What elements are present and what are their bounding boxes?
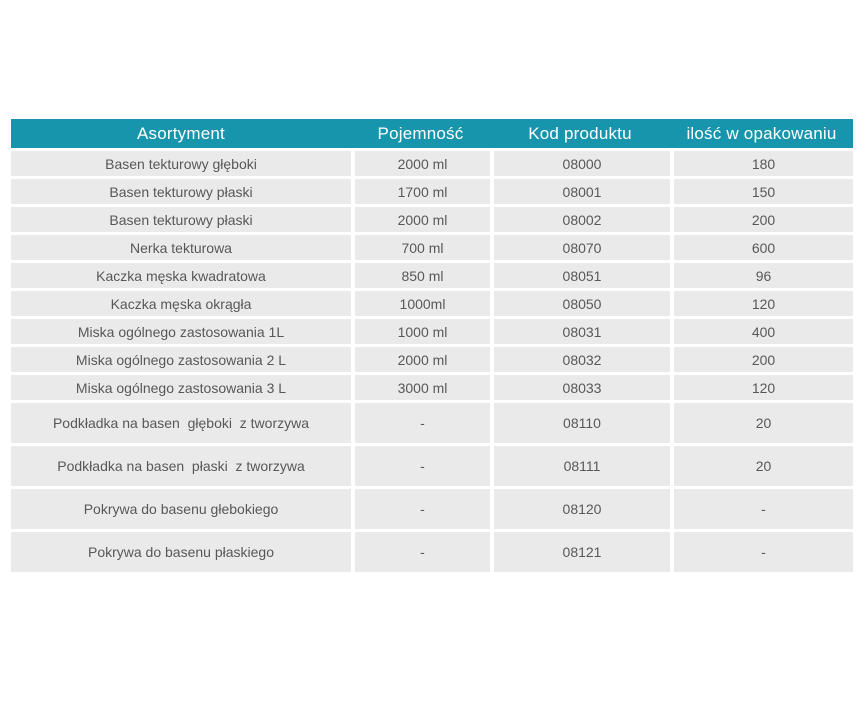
cell-asortyment: Miska ogólnego zastosowania 2 L bbox=[11, 344, 351, 372]
cell-ilosc-w-opakowaniu: 96 bbox=[670, 260, 853, 288]
cell-pojemnosc: 2000 ml bbox=[351, 204, 490, 232]
cell-ilosc-w-opakowaniu: 20 bbox=[670, 443, 853, 486]
column-header-kod-produktu: Kod produktu bbox=[490, 119, 670, 148]
cell-ilosc-w-opakowaniu: 120 bbox=[670, 372, 853, 400]
table-row: Basen tekturowy głęboki 2000 ml 08000 18… bbox=[11, 148, 853, 176]
cell-kod-produktu: 08001 bbox=[490, 176, 670, 204]
cell-ilosc-w-opakowaniu: 20 bbox=[670, 400, 853, 443]
table-row: Miska ogólnego zastosowania 2 L 2000 ml … bbox=[11, 344, 853, 372]
cell-ilosc-w-opakowaniu: - bbox=[670, 529, 853, 572]
cell-kod-produktu: 08110 bbox=[490, 400, 670, 443]
table-row: Basen tekturowy płaski 2000 ml 08002 200 bbox=[11, 204, 853, 232]
cell-kod-produktu: 08070 bbox=[490, 232, 670, 260]
cell-kod-produktu: 08111 bbox=[490, 443, 670, 486]
cell-asortyment: Podkładka na basen głęboki z tworzywa bbox=[11, 400, 351, 443]
table-row: Nerka tekturowa 700 ml 08070 600 bbox=[11, 232, 853, 260]
table-header-row: Asortyment Pojemność Kod produktu ilość … bbox=[11, 119, 853, 148]
cell-asortyment: Kaczka męska kwadratowa bbox=[11, 260, 351, 288]
cell-ilosc-w-opakowaniu: 400 bbox=[670, 316, 853, 344]
cell-kod-produktu: 08033 bbox=[490, 372, 670, 400]
table-body: Basen tekturowy głęboki 2000 ml 08000 18… bbox=[11, 148, 853, 572]
table-row: Pokrywa do basenu płaskiego - 08121 - bbox=[11, 529, 853, 572]
cell-asortyment: Miska ogólnego zastosowania 1L bbox=[11, 316, 351, 344]
cell-asortyment: Basen tekturowy głęboki bbox=[11, 148, 351, 176]
column-header-asortyment: Asortyment bbox=[11, 119, 351, 148]
table-row: Kaczka męska okrągła 1000ml 08050 120 bbox=[11, 288, 853, 316]
cell-asortyment: Basen tekturowy płaski bbox=[11, 204, 351, 232]
cell-pojemnosc: 1000ml bbox=[351, 288, 490, 316]
cell-kod-produktu: 08120 bbox=[490, 486, 670, 529]
cell-asortyment: Kaczka męska okrągła bbox=[11, 288, 351, 316]
cell-pojemnosc: 1700 ml bbox=[351, 176, 490, 204]
cell-ilosc-w-opakowaniu: 150 bbox=[670, 176, 853, 204]
table-row: Podkładka na basen płaski z tworzywa - 0… bbox=[11, 443, 853, 486]
cell-kod-produktu: 08002 bbox=[490, 204, 670, 232]
cell-pojemnosc: 1000 ml bbox=[351, 316, 490, 344]
cell-asortyment: Basen tekturowy płaski bbox=[11, 176, 351, 204]
cell-kod-produktu: 08000 bbox=[490, 148, 670, 176]
cell-asortyment: Miska ogólnego zastosowania 3 L bbox=[11, 372, 351, 400]
table-row: Pokrywa do basenu głebokiego - 08120 - bbox=[11, 486, 853, 529]
cell-asortyment: Pokrywa do basenu płaskiego bbox=[11, 529, 351, 572]
cell-pojemnosc: 2000 ml bbox=[351, 148, 490, 176]
table-row: Basen tekturowy płaski 1700 ml 08001 150 bbox=[11, 176, 853, 204]
cell-ilosc-w-opakowaniu: 180 bbox=[670, 148, 853, 176]
cell-pojemnosc: 700 ml bbox=[351, 232, 490, 260]
cell-kod-produktu: 08121 bbox=[490, 529, 670, 572]
column-header-pojemnosc: Pojemność bbox=[351, 119, 490, 148]
cell-pojemnosc: - bbox=[351, 443, 490, 486]
cell-kod-produktu: 08031 bbox=[490, 316, 670, 344]
cell-pojemnosc: 3000 ml bbox=[351, 372, 490, 400]
product-table: Asortyment Pojemność Kod produktu ilość … bbox=[11, 119, 853, 572]
table-row: Kaczka męska kwadratowa 850 ml 08051 96 bbox=[11, 260, 853, 288]
column-header-ilosc-w-opakowaniu: ilość w opakowaniu bbox=[670, 119, 853, 148]
table-row: Podkładka na basen głęboki z tworzywa - … bbox=[11, 400, 853, 443]
cell-ilosc-w-opakowaniu: - bbox=[670, 486, 853, 529]
cell-pojemnosc: - bbox=[351, 529, 490, 572]
cell-kod-produktu: 08032 bbox=[490, 344, 670, 372]
cell-ilosc-w-opakowaniu: 600 bbox=[670, 232, 853, 260]
table-row: Miska ogólnego zastosowania 3 L 3000 ml … bbox=[11, 372, 853, 400]
table-row: Miska ogólnego zastosowania 1L 1000 ml 0… bbox=[11, 316, 853, 344]
cell-asortyment: Nerka tekturowa bbox=[11, 232, 351, 260]
cell-kod-produktu: 08050 bbox=[490, 288, 670, 316]
cell-ilosc-w-opakowaniu: 200 bbox=[670, 344, 853, 372]
cell-pojemnosc: 2000 ml bbox=[351, 344, 490, 372]
cell-kod-produktu: 08051 bbox=[490, 260, 670, 288]
cell-asortyment: Podkładka na basen płaski z tworzywa bbox=[11, 443, 351, 486]
cell-ilosc-w-opakowaniu: 200 bbox=[670, 204, 853, 232]
cell-pojemnosc: 850 ml bbox=[351, 260, 490, 288]
cell-pojemnosc: - bbox=[351, 486, 490, 529]
cell-pojemnosc: - bbox=[351, 400, 490, 443]
cell-ilosc-w-opakowaniu: 120 bbox=[670, 288, 853, 316]
cell-asortyment: Pokrywa do basenu głebokiego bbox=[11, 486, 351, 529]
